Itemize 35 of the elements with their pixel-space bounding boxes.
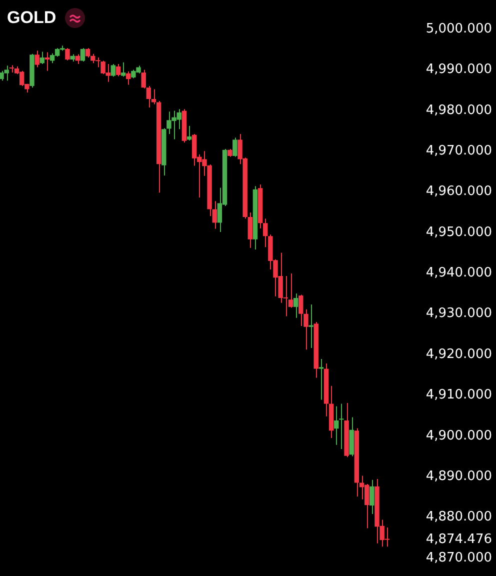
candlestick xyxy=(318,358,324,400)
y-tick-label: 4,940.000 xyxy=(426,266,492,281)
candlestick xyxy=(126,70,131,86)
y-tick-label: 5,000.000 xyxy=(426,21,492,36)
y-tick-label: 4,950.000 xyxy=(426,224,492,240)
chart-title: GOLD xyxy=(7,8,56,28)
candlestick xyxy=(308,304,314,349)
y-tick-label: 4,980.000 xyxy=(426,102,492,118)
y-tick-label: 4,874.476 xyxy=(426,532,492,548)
y-tick-label: 4,990.000 xyxy=(426,62,492,78)
candlestick xyxy=(293,293,298,318)
candlestick xyxy=(65,48,70,61)
candlestick xyxy=(80,48,86,62)
candlestick xyxy=(339,403,344,450)
candlestick xyxy=(370,479,374,515)
y-tick-label: 4,960.000 xyxy=(426,184,492,200)
candlestick xyxy=(4,65,9,82)
y-tick-label: 4,930.000 xyxy=(426,306,492,322)
y-tick-label: 4,870.000 xyxy=(426,550,492,566)
candlestick xyxy=(116,63,121,77)
y-tick-label: 4,880.000 xyxy=(426,510,492,525)
y-tick-label: 4,970.000 xyxy=(426,143,492,158)
y-tick-label: 4,890.000 xyxy=(426,468,492,484)
candlestick xyxy=(110,63,116,78)
candlestick xyxy=(334,406,339,446)
candlestick xyxy=(248,212,252,248)
candlestick xyxy=(44,52,50,72)
candlestick xyxy=(262,218,268,248)
candlestick xyxy=(232,137,238,158)
y-tick-label: 4,900.000 xyxy=(426,428,492,444)
y-tick-label: 4,910.000 xyxy=(426,388,492,403)
candlestick xyxy=(40,51,44,64)
candlestick xyxy=(120,62,126,78)
candlestick xyxy=(34,50,40,68)
y-tick-label: 4,920.000 xyxy=(426,346,492,362)
